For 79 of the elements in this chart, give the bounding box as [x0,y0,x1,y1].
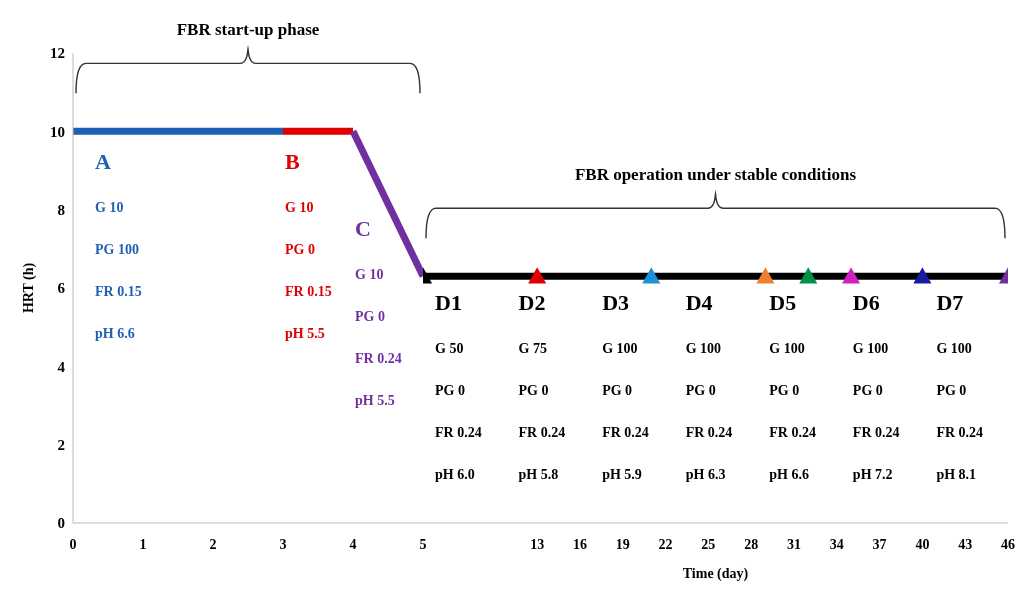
x-tick-label: 16 [572,536,587,552]
annotation: D3 [602,289,630,315]
annotation: PG 0 [602,382,633,398]
y-tick-label: 4 [57,358,66,375]
x-tick-label: 46 [1001,536,1015,552]
y-tick-label: 8 [57,201,65,218]
annotation: D4 [685,289,713,315]
x-tick-label: 28 [744,536,759,552]
annotation: PG 0 [355,308,385,324]
y-tick-label: 0 [57,515,65,532]
annotation: G 100 [769,340,805,356]
annotation: pH 5.9 [602,466,642,482]
x-tick-label: 22 [658,536,673,552]
annotation: G 100 [685,340,722,356]
annotation: FR 0.24 [685,424,733,440]
annotation: PG 0 [852,382,883,398]
y-tick-label: 2 [57,436,65,453]
annotation: D7 [936,289,964,315]
annotation: FR 0.24 [852,424,900,440]
y-tick-label: 6 [57,280,66,297]
annotation: pH 6.6 [95,325,135,341]
annotation: A [95,148,111,174]
annotation: PG 0 [518,382,549,398]
annotation: FR 0.24 [602,424,649,440]
annotation: D1 [435,289,462,315]
x-tick-label: 43 [958,536,973,552]
x-tick-label: 13 [530,536,545,552]
y-axis-title: HRT (h) [20,262,37,314]
annotation: PG 0 [435,382,465,398]
annotation: G 75 [518,340,547,356]
x-tick-label: 1 [139,536,147,552]
annotation: pH 6.6 [769,466,809,482]
text: FBR start-up phase [176,20,320,40]
annotation: pH 5.8 [518,466,559,482]
annotation: D2 [518,289,546,315]
x-tick-label: 34 [829,536,844,552]
annotation: FR 0.24 [936,424,984,440]
annotation: G 50 [435,340,464,356]
x-tick-label: 0 [69,536,77,552]
annotation: PG 100 [95,241,139,257]
annotation: pH 8.1 [936,466,977,482]
annotation: PG 0 [769,382,800,398]
annotation: FR 0.24 [518,424,566,440]
annotation: PG 0 [936,382,967,398]
annotation: FR 0.15 [95,283,142,299]
annotation: FR 0.24 [435,424,482,440]
annotation: G 100 [602,340,638,356]
annotation: C [355,215,371,241]
x-tick-label: 2 [209,536,217,552]
annotation: FR 0.24 [355,350,402,366]
annotation: pH 5.5 [285,325,325,341]
annotation: G 10 [355,266,384,282]
annotation: G 10 [285,199,314,215]
annotation: PG 0 [285,241,315,257]
x-tick-label: 37 [872,536,887,552]
y-tick-label: 10 [50,123,65,140]
annotation: B [285,148,300,174]
x-tick-label: 19 [615,536,630,552]
x-tick-label: 3 [279,536,287,552]
annotation: FBR operation under stable conditions [574,165,857,185]
x-tick-label: 5 [419,536,427,552]
annotation: pH 7.2 [852,466,893,482]
x-tick-label: 4 [349,536,357,552]
annotation: pH 6.0 [435,466,475,482]
x-tick-label: 40 [915,536,930,552]
annotation: pH 6.3 [685,466,726,482]
annotation: PG 0 [685,382,716,398]
annotation: FR 0.24 [769,424,816,440]
annotation: FR 0.15 [285,283,332,299]
annotation: D5 [769,289,797,315]
annotation: G 10 [95,199,124,215]
x-axis-title: Time (day) [682,566,749,582]
annotation: G 100 [852,340,889,356]
annotation: D6 [852,289,880,315]
annotation: pH 5.5 [355,392,395,408]
x-tick-label: 31 [786,536,801,552]
y-tick-label: 12 [50,45,65,62]
x-tick-label: 25 [701,536,716,552]
annotation: G 100 [936,340,972,356]
